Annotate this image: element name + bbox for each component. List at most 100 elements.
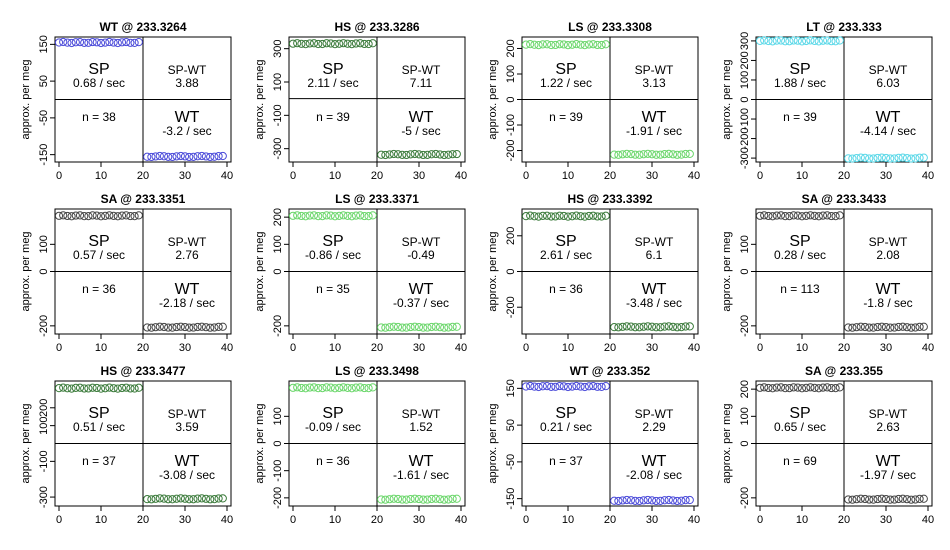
data-point (151, 152, 160, 161)
spwt-value: 2.63 (876, 420, 900, 434)
x-tick-label: 0 (56, 170, 62, 182)
data-point (831, 384, 840, 393)
spwt-value: 2.29 (642, 420, 666, 434)
x-tick-label: 40 (221, 170, 233, 182)
data-point (293, 211, 302, 220)
data-point (660, 322, 669, 331)
data-point (423, 323, 432, 332)
data-point (597, 212, 606, 221)
data-point (309, 383, 319, 392)
data-point (402, 323, 411, 332)
y-tick-label: -150 (505, 488, 517, 510)
data-point (865, 154, 874, 163)
chart-title: HS @ 233.3477 (100, 364, 185, 378)
data-point (785, 37, 794, 46)
data-point (890, 154, 899, 163)
data-point (563, 382, 573, 392)
data-point (147, 323, 156, 332)
data-point (452, 322, 461, 331)
data-point (802, 211, 811, 220)
y-tick-label: 0 (739, 96, 751, 102)
y-tick-label: -300 (272, 138, 284, 160)
x-tick-label: 0 (523, 342, 529, 354)
chart-title: HS @ 233.3286 (334, 20, 419, 34)
x-tick-label: 10 (796, 342, 808, 354)
data-point (105, 37, 114, 47)
data-point (856, 494, 865, 503)
wt-label: WT (175, 281, 200, 298)
data-point (831, 212, 840, 221)
data-point (555, 381, 564, 391)
spwt-label: SP-WT (168, 235, 207, 249)
data-point (789, 36, 798, 45)
data-point (419, 150, 428, 160)
data-point (381, 323, 390, 332)
x-tick-label: 20 (137, 170, 149, 182)
data-point (406, 322, 415, 332)
data-point (88, 37, 97, 47)
data-point (614, 150, 623, 159)
data-point (96, 384, 106, 393)
data-point (193, 152, 202, 161)
data-point (377, 495, 386, 504)
sp-rate: 0.28 / sec (774, 248, 826, 262)
data-point (71, 211, 80, 220)
data-point (789, 383, 798, 392)
data-point (92, 383, 101, 393)
data-point (685, 322, 694, 331)
data-point (385, 323, 394, 332)
x-tick-label: 40 (922, 342, 934, 354)
data-point (444, 150, 453, 159)
data-point (452, 494, 461, 503)
data-point (793, 36, 802, 45)
data-point (848, 323, 857, 332)
data-point (530, 40, 539, 49)
data-point (911, 154, 920, 163)
data-point (886, 154, 895, 163)
data-point (797, 384, 807, 393)
wt-label: WT (409, 281, 434, 298)
wt-label: WT (175, 453, 200, 470)
data-point (668, 496, 678, 505)
data-point (180, 494, 190, 503)
chart-panel: WT @ 233.3264 0 10 20 30 40 -150 -50 50 150 approx… (20, 20, 233, 182)
data-point (618, 150, 627, 159)
sp-rate: 1.88 / sec (774, 76, 826, 90)
data-point (660, 150, 669, 159)
data-point (71, 383, 80, 392)
data-point (781, 384, 790, 393)
data-point (860, 322, 870, 332)
data-point (668, 150, 678, 159)
data-point (143, 152, 152, 161)
data-point (130, 384, 139, 393)
data-point (860, 153, 870, 162)
data-point (789, 211, 798, 220)
wt-rate: -0.37 / sec (393, 296, 449, 310)
wt-rate: -2.08 / sec (626, 468, 682, 482)
x-tick-label: 20 (137, 342, 149, 354)
x-tick-label: 20 (371, 170, 383, 182)
data-point (877, 153, 886, 162)
data-point (677, 496, 686, 505)
data-point (419, 495, 428, 504)
wt-rate: -3.08 / sec (159, 468, 215, 482)
data-point (389, 494, 398, 503)
data-point (652, 496, 661, 506)
data-point (902, 153, 912, 163)
x-tick-label: 20 (371, 514, 383, 526)
y-tick-label: -200 (272, 315, 284, 337)
wt-label: WT (876, 109, 901, 126)
data-point (92, 211, 101, 220)
spwt-label: SP-WT (635, 63, 674, 77)
data-point (919, 153, 928, 162)
data-point (823, 383, 832, 392)
data-point (835, 211, 844, 220)
data-point (610, 323, 619, 332)
spwt-value: 6.03 (876, 76, 900, 90)
spwt-label: SP-WT (168, 407, 207, 421)
data-point (760, 36, 769, 45)
data-point (681, 496, 690, 505)
spwt-label: SP-WT (869, 407, 908, 421)
data-point (63, 38, 72, 47)
y-tick-label: 150 (38, 35, 50, 53)
